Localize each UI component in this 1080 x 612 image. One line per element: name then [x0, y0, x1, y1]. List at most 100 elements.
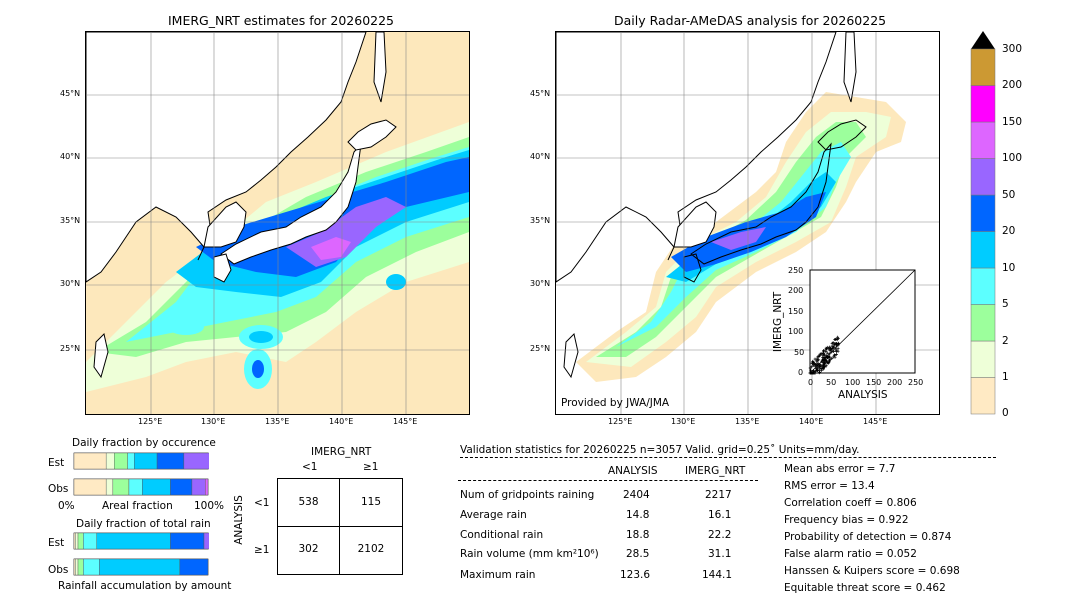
scatter-point [821, 351, 825, 355]
colorbar-label: 200 [1002, 79, 1023, 91]
fraction-segment [191, 478, 206, 496]
total-rain-axis-label: Rainfall accumulation by amount [58, 580, 232, 592]
stat-row-imerg: 2217 [705, 489, 732, 501]
fraction-segment [77, 532, 84, 550]
colorbar-label: 2 [1002, 335, 1009, 347]
contingency-cell: 538 [298, 496, 319, 508]
scatter-xtick: 250 [908, 378, 924, 387]
right-map [555, 31, 940, 415]
left-map [85, 31, 470, 415]
colorbar-swatch [970, 121, 996, 159]
fraction-segment [183, 452, 209, 470]
right-lon-label: 140°E [799, 417, 824, 426]
stat-row-analysis: 2404 [623, 489, 650, 501]
fraction-segment [96, 532, 171, 550]
scatter-point [815, 364, 819, 368]
graticule [86, 32, 469, 414]
fraction-segment [75, 558, 79, 576]
colorbar-label: 50 [1002, 189, 1016, 201]
scatter-ytick: 100 [788, 327, 804, 336]
score-line: Frequency bias = 0.922 [784, 514, 909, 526]
scatter-ytick: 250 [788, 266, 804, 275]
scatter-point [825, 347, 829, 351]
left-lat-label: 40°N [60, 152, 81, 161]
scatter-point [810, 362, 814, 366]
occurrence-bars [73, 452, 209, 496]
fraction-segment [73, 532, 76, 550]
contingency-cell: 2102 [357, 543, 385, 555]
left-lon-label: 130°E [201, 417, 226, 426]
scatter-points [808, 335, 841, 375]
scatter-point [827, 355, 831, 359]
colorbar-swatch [970, 231, 996, 269]
colorbar-label: 300 [1002, 43, 1023, 55]
rain-patch [249, 331, 273, 343]
scatter-point [812, 363, 816, 367]
colorbar-extend-arrow [971, 31, 995, 49]
scatter-point [814, 367, 818, 371]
colorbar: 300 200 150 100 50 20 10 5 2 1 0 [970, 30, 1050, 420]
scatter-xlabel: ANALYSIS [838, 389, 888, 401]
left-lon-label: 145°E [393, 417, 418, 426]
scatter-point [824, 354, 828, 358]
scatter-point [828, 358, 832, 362]
stat-row-analysis: 18.8 [626, 529, 650, 541]
occurrence-row-label: Est [48, 457, 65, 469]
colorbar-rects [970, 48, 996, 415]
score-line: Hanssen & Kuipers score = 0.698 [784, 565, 960, 577]
right-lat-label: 35°N [530, 216, 551, 225]
left-map-title: IMERG_NRT estimates for 20260225 [168, 13, 395, 28]
scatter-xtick: 100 [845, 378, 861, 387]
scatter-point [834, 348, 838, 352]
colorbar-swatch [970, 194, 996, 232]
scatter-point [822, 364, 826, 368]
score-line: False alarm ratio = 0.052 [784, 548, 917, 560]
right-lon-label: 125°E [608, 417, 633, 426]
score-line: Probability of detection = 0.874 [784, 531, 952, 543]
scatter-point [836, 336, 840, 340]
left-lat-label: 25°N [60, 344, 81, 353]
contingency-col-label: <1 [302, 461, 318, 473]
scatter-point [817, 371, 821, 375]
scatter-point [810, 365, 814, 369]
stat-row-analysis: 28.5 [626, 548, 650, 560]
fraction-segment [205, 478, 209, 496]
fraction-segment [112, 478, 130, 496]
radar-band-100 [711, 227, 766, 250]
col-header-imerg: IMERG_NRT [685, 465, 746, 477]
fraction-segment [83, 532, 97, 550]
scatter-point [808, 366, 812, 370]
fraction-segment [73, 558, 76, 576]
stat-row-analysis: 123.6 [620, 569, 651, 581]
fraction-segment [114, 452, 128, 470]
colorbar-swatch [970, 304, 996, 342]
fraction-segment [203, 532, 209, 550]
fraction-segment [83, 558, 100, 576]
right-lat-label: 30°N [530, 279, 551, 288]
japan-honshu-coast [220, 142, 362, 265]
contingency-grid: 538 115 302 2102 [277, 478, 403, 575]
rain-patch [168, 319, 204, 335]
contingency-cell: 302 [298, 543, 319, 555]
scatter-point [834, 352, 838, 356]
scatter-point [808, 371, 812, 375]
colorbar-label: 10 [1002, 262, 1016, 274]
validation-header: Validation statistics for 20260225 n=305… [460, 444, 860, 456]
contingency-col-title: IMERG_NRT [311, 446, 372, 458]
right-map-canvas [556, 32, 939, 414]
scatter-point [825, 345, 829, 349]
scatter-xtick: 50 [826, 378, 837, 387]
scatter-point [832, 345, 836, 349]
stat-row-label: Conditional rain [460, 529, 544, 541]
fraction-segment [170, 478, 193, 496]
scatter-point [832, 353, 836, 357]
left-lon-label: 135°E [265, 417, 290, 426]
scatter-point [833, 338, 837, 342]
scatter-xtick: 200 [887, 378, 903, 387]
scatter-point [830, 356, 834, 360]
contingency-cell: 115 [360, 496, 382, 508]
total-rain-bars [73, 532, 209, 576]
occurrence-axis-left: 0% [58, 500, 75, 512]
scatter-point [826, 360, 830, 364]
right-lon-label: 130°E [671, 417, 696, 426]
